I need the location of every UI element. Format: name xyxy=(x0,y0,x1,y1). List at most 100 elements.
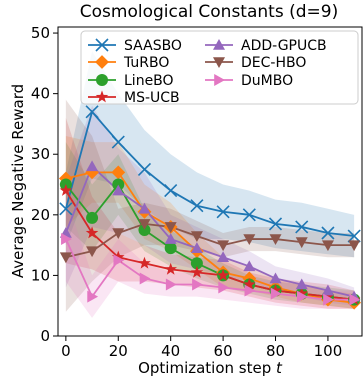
point-dec-hbo xyxy=(138,219,151,230)
point-dumbo xyxy=(270,287,282,300)
point-dec-hbo xyxy=(59,252,72,264)
point-ms-ucb xyxy=(112,250,125,263)
legend-label-add-gpucb: ADD-GPUCB xyxy=(241,38,327,54)
x-tick-label: 0 xyxy=(61,342,71,360)
point-dumbo xyxy=(165,278,177,291)
point-saasbo xyxy=(321,226,335,240)
point-saasbo xyxy=(242,208,256,222)
point-ms-ucb xyxy=(190,265,204,278)
point-add-gpucb xyxy=(86,160,99,172)
point-ms-ucb xyxy=(138,256,151,269)
point-add-gpucb xyxy=(217,251,230,263)
point-add-gpucb xyxy=(269,272,282,284)
point-add-gpucb xyxy=(138,202,151,214)
legend-marker-ms-ucb xyxy=(95,90,109,103)
point-ms-ucb xyxy=(85,226,99,239)
plot-frame xyxy=(57,26,363,337)
point-saasbo xyxy=(190,199,204,213)
point-turbo xyxy=(58,171,73,186)
point-saasbo xyxy=(59,202,73,216)
point-ms-ucb xyxy=(216,268,230,281)
x-axis-label: Optimization step t xyxy=(138,359,283,377)
point-linebo xyxy=(138,223,151,236)
chart-title: Cosmological Constants (d=9) xyxy=(80,2,338,22)
x-axis-label-text: Optimization step xyxy=(138,359,271,377)
legend-label-turbo: TuRBO xyxy=(123,55,169,71)
point-linebo xyxy=(164,242,177,255)
point-add-gpucb xyxy=(190,242,203,253)
point-add-gpucb xyxy=(321,284,334,296)
point-dec-hbo xyxy=(190,231,203,243)
point-add-gpucb xyxy=(295,278,308,290)
point-dec-hbo xyxy=(243,234,256,246)
point-dumbo xyxy=(349,293,361,306)
point-ms-ucb xyxy=(164,262,177,275)
y-tick-label: 20 xyxy=(31,206,50,224)
point-saasbo xyxy=(85,105,99,119)
point-dec-hbo xyxy=(348,240,361,252)
point-dec-hbo xyxy=(295,237,308,249)
y-tick-label: 50 xyxy=(31,24,50,42)
point-dumbo xyxy=(218,281,230,294)
point-saasbo xyxy=(216,205,230,219)
axis-ticks: 0 20 40 60 80 100 0 10 20 30 40 50 xyxy=(31,24,342,360)
band-add-gpucb xyxy=(65,105,355,306)
point-add-gpucb xyxy=(243,260,256,272)
point-dumbo xyxy=(87,290,99,303)
point-ms-ucb xyxy=(295,286,308,299)
legend-label-ms-ucb: MS-UCB xyxy=(124,90,180,106)
point-linebo xyxy=(112,178,125,191)
point-dumbo xyxy=(139,272,151,285)
legend-marker-dumbo xyxy=(214,74,225,86)
legend-frame xyxy=(80,30,359,105)
x-tick-label: 80 xyxy=(266,342,285,360)
y-tick-label: 40 xyxy=(31,85,50,103)
point-dumbo xyxy=(192,278,203,291)
point-dumbo xyxy=(296,290,308,303)
point-saasbo xyxy=(347,229,361,243)
point-saasbo xyxy=(111,135,125,149)
point-saasbo xyxy=(268,217,283,231)
point-turbo xyxy=(111,165,126,180)
point-saasbo xyxy=(137,162,152,176)
x-tick-label: 60 xyxy=(214,342,233,360)
point-ms-ucb xyxy=(269,283,282,296)
point-ms-ucb xyxy=(243,277,256,290)
point-add-gpucb xyxy=(164,233,177,244)
y-tick-label: 30 xyxy=(31,145,50,163)
point-linebo xyxy=(190,257,203,270)
legend-label-dec-hbo: DEC-HBO xyxy=(241,55,306,71)
x-tick-label: 100 xyxy=(314,342,343,360)
legend-marker-linebo xyxy=(96,74,108,86)
line-dec-hbo xyxy=(65,222,355,259)
point-saasbo xyxy=(164,184,178,198)
point-ms-ucb xyxy=(59,183,73,196)
band-turbo xyxy=(65,136,355,309)
point-dec-hbo xyxy=(217,240,230,252)
point-linebo xyxy=(86,211,99,224)
point-saasbo xyxy=(295,220,309,234)
band-saasbo xyxy=(65,51,355,258)
point-dec-hbo xyxy=(164,222,177,233)
legend-label-saasbo: SAASBO xyxy=(124,38,182,54)
legend-label-dumbo: DuMBO xyxy=(241,73,293,89)
legend-marker-saasbo xyxy=(95,38,109,52)
legend-marker-dec-hbo xyxy=(213,57,225,68)
series-markers xyxy=(58,105,362,310)
y-tick-label: 0 xyxy=(40,327,50,345)
point-dumbo xyxy=(61,233,72,246)
point-add-gpucb xyxy=(112,184,125,196)
y-axis-label: Average Negative Reward xyxy=(9,84,27,278)
y-tick-label: 10 xyxy=(31,266,50,284)
point-dumbo xyxy=(323,293,334,306)
x-tick-label: 40 xyxy=(161,342,180,360)
legend-label-linebo: LineBO xyxy=(124,73,174,89)
point-dec-hbo xyxy=(269,234,282,246)
legend-marker-add-gpucb xyxy=(213,39,225,50)
point-dumbo xyxy=(244,284,256,297)
point-dec-hbo xyxy=(86,246,99,258)
point-dumbo xyxy=(113,254,125,267)
